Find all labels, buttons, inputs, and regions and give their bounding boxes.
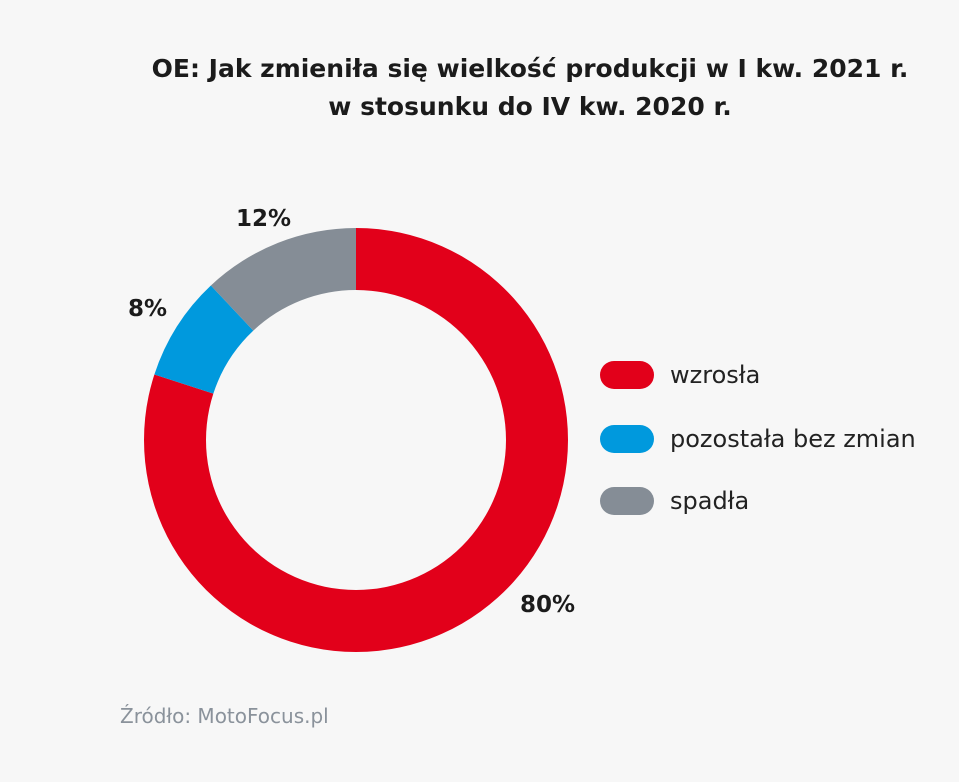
legend-label-spadla: spadła <box>670 487 750 515</box>
donut-slice-1 <box>154 285 254 394</box>
legend-label-pozostala-bez-zmian: pozostała bez zmian <box>670 425 916 453</box>
slice-label-pozostala-bez-zmian: 8% <box>128 296 168 322</box>
chart-title-line-1: OE: Jak zmieniła się wielkość produkcji … <box>151 54 909 83</box>
chart-title-line-2: w stosunku do IV kw. 2020 r. <box>328 92 732 121</box>
legend-item-pozostala-bez-zmian: pozostała bez zmian <box>600 419 916 459</box>
legend-item-spadla: spadła <box>600 481 749 521</box>
legend-swatch-spadla <box>600 487 654 515</box>
slice-label-spadla: 12% <box>236 206 292 232</box>
legend-swatch-wzrosla <box>600 361 654 389</box>
legend-item-wzrosla: wzrosła <box>600 355 760 395</box>
legend-label-wzrosla: wzrosła <box>670 361 761 389</box>
donut-slice-2 <box>210 228 356 331</box>
slice-label-wzrosla: 80% <box>520 592 576 618</box>
legend-swatch-pozostala-bez-zmian <box>600 425 654 453</box>
source-note: Źródło: MotoFocus.pl <box>120 704 329 728</box>
